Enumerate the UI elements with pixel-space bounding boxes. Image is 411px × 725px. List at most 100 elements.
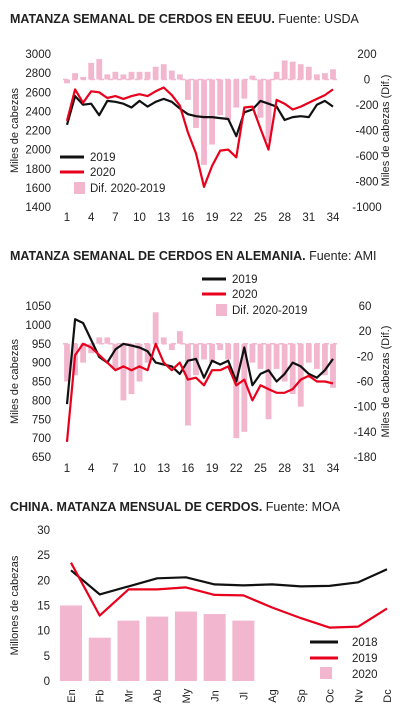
x-tick: 4 xyxy=(88,463,95,475)
bar-dif-week-14 xyxy=(168,343,175,351)
chart-source: Fuente: AMI xyxy=(305,249,377,263)
bar-dif-week-24 xyxy=(249,343,256,363)
x-tick: 7 xyxy=(112,463,118,475)
bar-dif-week-33 xyxy=(322,343,328,376)
y-tick-right: -100 xyxy=(353,402,376,414)
x-tick: 22 xyxy=(230,212,243,224)
bar-dif-week-17 xyxy=(193,79,199,128)
x-tick: 31 xyxy=(302,463,315,475)
x-tick: 22 xyxy=(230,463,243,475)
x-tick: Oc xyxy=(325,688,337,703)
bar-dif-week-2 xyxy=(72,73,78,80)
bar-dif-week-33 xyxy=(322,73,328,80)
y-tick-right: 60 xyxy=(359,301,372,313)
y-tick-right: -200 xyxy=(355,100,378,112)
bar-dif-week-32 xyxy=(313,343,320,369)
bar-dif-week-3 xyxy=(80,76,87,80)
bar-dif-week-7 xyxy=(112,343,119,369)
x-tick: Fb xyxy=(95,690,107,703)
line-2019 xyxy=(70,562,388,629)
bar-dif-week-13 xyxy=(160,64,167,80)
y-tick-left: 2200 xyxy=(25,126,51,138)
bar-dif-week-18 xyxy=(201,79,207,165)
y-tick-right: -180 xyxy=(353,452,376,464)
bar-dif-week-1 xyxy=(64,343,70,382)
y-tick-left: 650 xyxy=(32,452,51,464)
y-tick-left: 2800 xyxy=(25,68,51,80)
x-tick: Sp xyxy=(296,689,308,702)
legend-swatch-dif xyxy=(216,304,227,316)
bar-dif-week-21 xyxy=(225,79,232,121)
bar-dif-week-11 xyxy=(144,71,151,80)
legend-label-2019: 2019 xyxy=(352,653,378,665)
bar-dif-week-15 xyxy=(176,74,183,80)
bar-dif-week-18 xyxy=(201,343,207,360)
y-axis-label: Millones de cabezas xyxy=(9,555,21,655)
legend-label-dif: Dif. 2020-2019 xyxy=(90,183,165,195)
chart-germany: 650 700 750 800 850 900 950 1000 1050 -180 -140 -10… xyxy=(9,274,392,475)
line-2020 xyxy=(65,342,334,443)
bar-dif-week-19 xyxy=(209,79,215,145)
y-tick-right: -400 xyxy=(355,126,378,138)
y-tick-right: -1000 xyxy=(352,202,381,214)
bar-dif-week-7 xyxy=(112,71,119,80)
bar-dif-week-21 xyxy=(225,343,232,360)
x-tick: 13 xyxy=(157,212,170,224)
legend-swatch-2020 xyxy=(320,667,332,679)
legend-label-2019: 2019 xyxy=(232,274,258,286)
y-tick-right: 20 xyxy=(359,326,372,338)
x-tick: 10 xyxy=(133,212,146,224)
x-tick: 28 xyxy=(278,463,291,475)
legend-swatch-dif xyxy=(74,182,85,194)
bar-dif-week-12 xyxy=(152,312,159,344)
bar-dif-week-31 xyxy=(305,66,312,80)
y-tick-right: -20 xyxy=(357,351,374,363)
bar-dif-week-22 xyxy=(233,343,240,439)
x-tick: Jn xyxy=(210,690,222,702)
bar-dif-week-26 xyxy=(265,343,272,420)
chart-title-main: MATANZA SEMANAL DE CERDOS EN EEUU. xyxy=(10,12,275,26)
y-tick-left: 750 xyxy=(32,414,51,426)
chart-panel-germany: MATANZA SEMANAL DE CERDOS EN ALEMANIA. F… xyxy=(9,249,392,475)
bar-dif-week-23 xyxy=(241,79,248,99)
bar-dif-week-13 xyxy=(160,337,167,344)
bar-dif-week-25 xyxy=(257,79,264,118)
y-tick: 15 xyxy=(37,601,50,613)
x-tick: 28 xyxy=(278,212,291,224)
x-tick: 34 xyxy=(327,463,340,475)
x-tick: Mr xyxy=(123,689,135,702)
bar-dif-week-27 xyxy=(273,71,280,80)
bar-dif-week-30 xyxy=(297,343,304,407)
bar-dif-week-6 xyxy=(104,74,111,80)
chart-title-main: MATANZA SEMANAL DE CERDOS EN ALEMANIA. xyxy=(10,249,306,263)
line-2019 xyxy=(65,95,334,138)
bar-dif-week-20 xyxy=(217,79,224,116)
y-tick: 0 xyxy=(44,676,50,688)
line-2019 xyxy=(65,318,334,405)
bar-2020-Mr xyxy=(117,620,140,681)
bar-dif-week-14 xyxy=(168,70,175,80)
y-tick-right: -600 xyxy=(355,151,378,163)
x-tick: 4 xyxy=(88,212,95,224)
x-tick: Jl xyxy=(238,692,250,700)
bar-dif-week-5 xyxy=(96,337,103,344)
y-tick-left: 900 xyxy=(32,358,51,370)
bar-dif-week-29 xyxy=(289,61,296,80)
y-tick-right: 0 xyxy=(364,75,370,87)
bar-dif-week-5 xyxy=(96,59,103,80)
legend-label-2020: 2020 xyxy=(232,289,258,301)
y-tick-left: 3000 xyxy=(25,49,51,61)
x-tick: Dc xyxy=(382,689,394,703)
chart-title-usa: MATANZA SEMANAL DE CERDOS EN EEUU. Fuent… xyxy=(10,12,359,26)
x-tick: 1 xyxy=(64,463,70,475)
x-tick: My xyxy=(181,688,193,703)
bar-dif-week-26 xyxy=(265,79,272,141)
y-tick: 30 xyxy=(37,525,50,537)
bar-dif-week-6 xyxy=(104,337,111,344)
bar-2020-Jl xyxy=(232,620,255,681)
y-tick: 25 xyxy=(37,550,50,562)
legend-label-2020: 2020 xyxy=(352,669,378,681)
bar-dif-week-12 xyxy=(152,66,159,80)
